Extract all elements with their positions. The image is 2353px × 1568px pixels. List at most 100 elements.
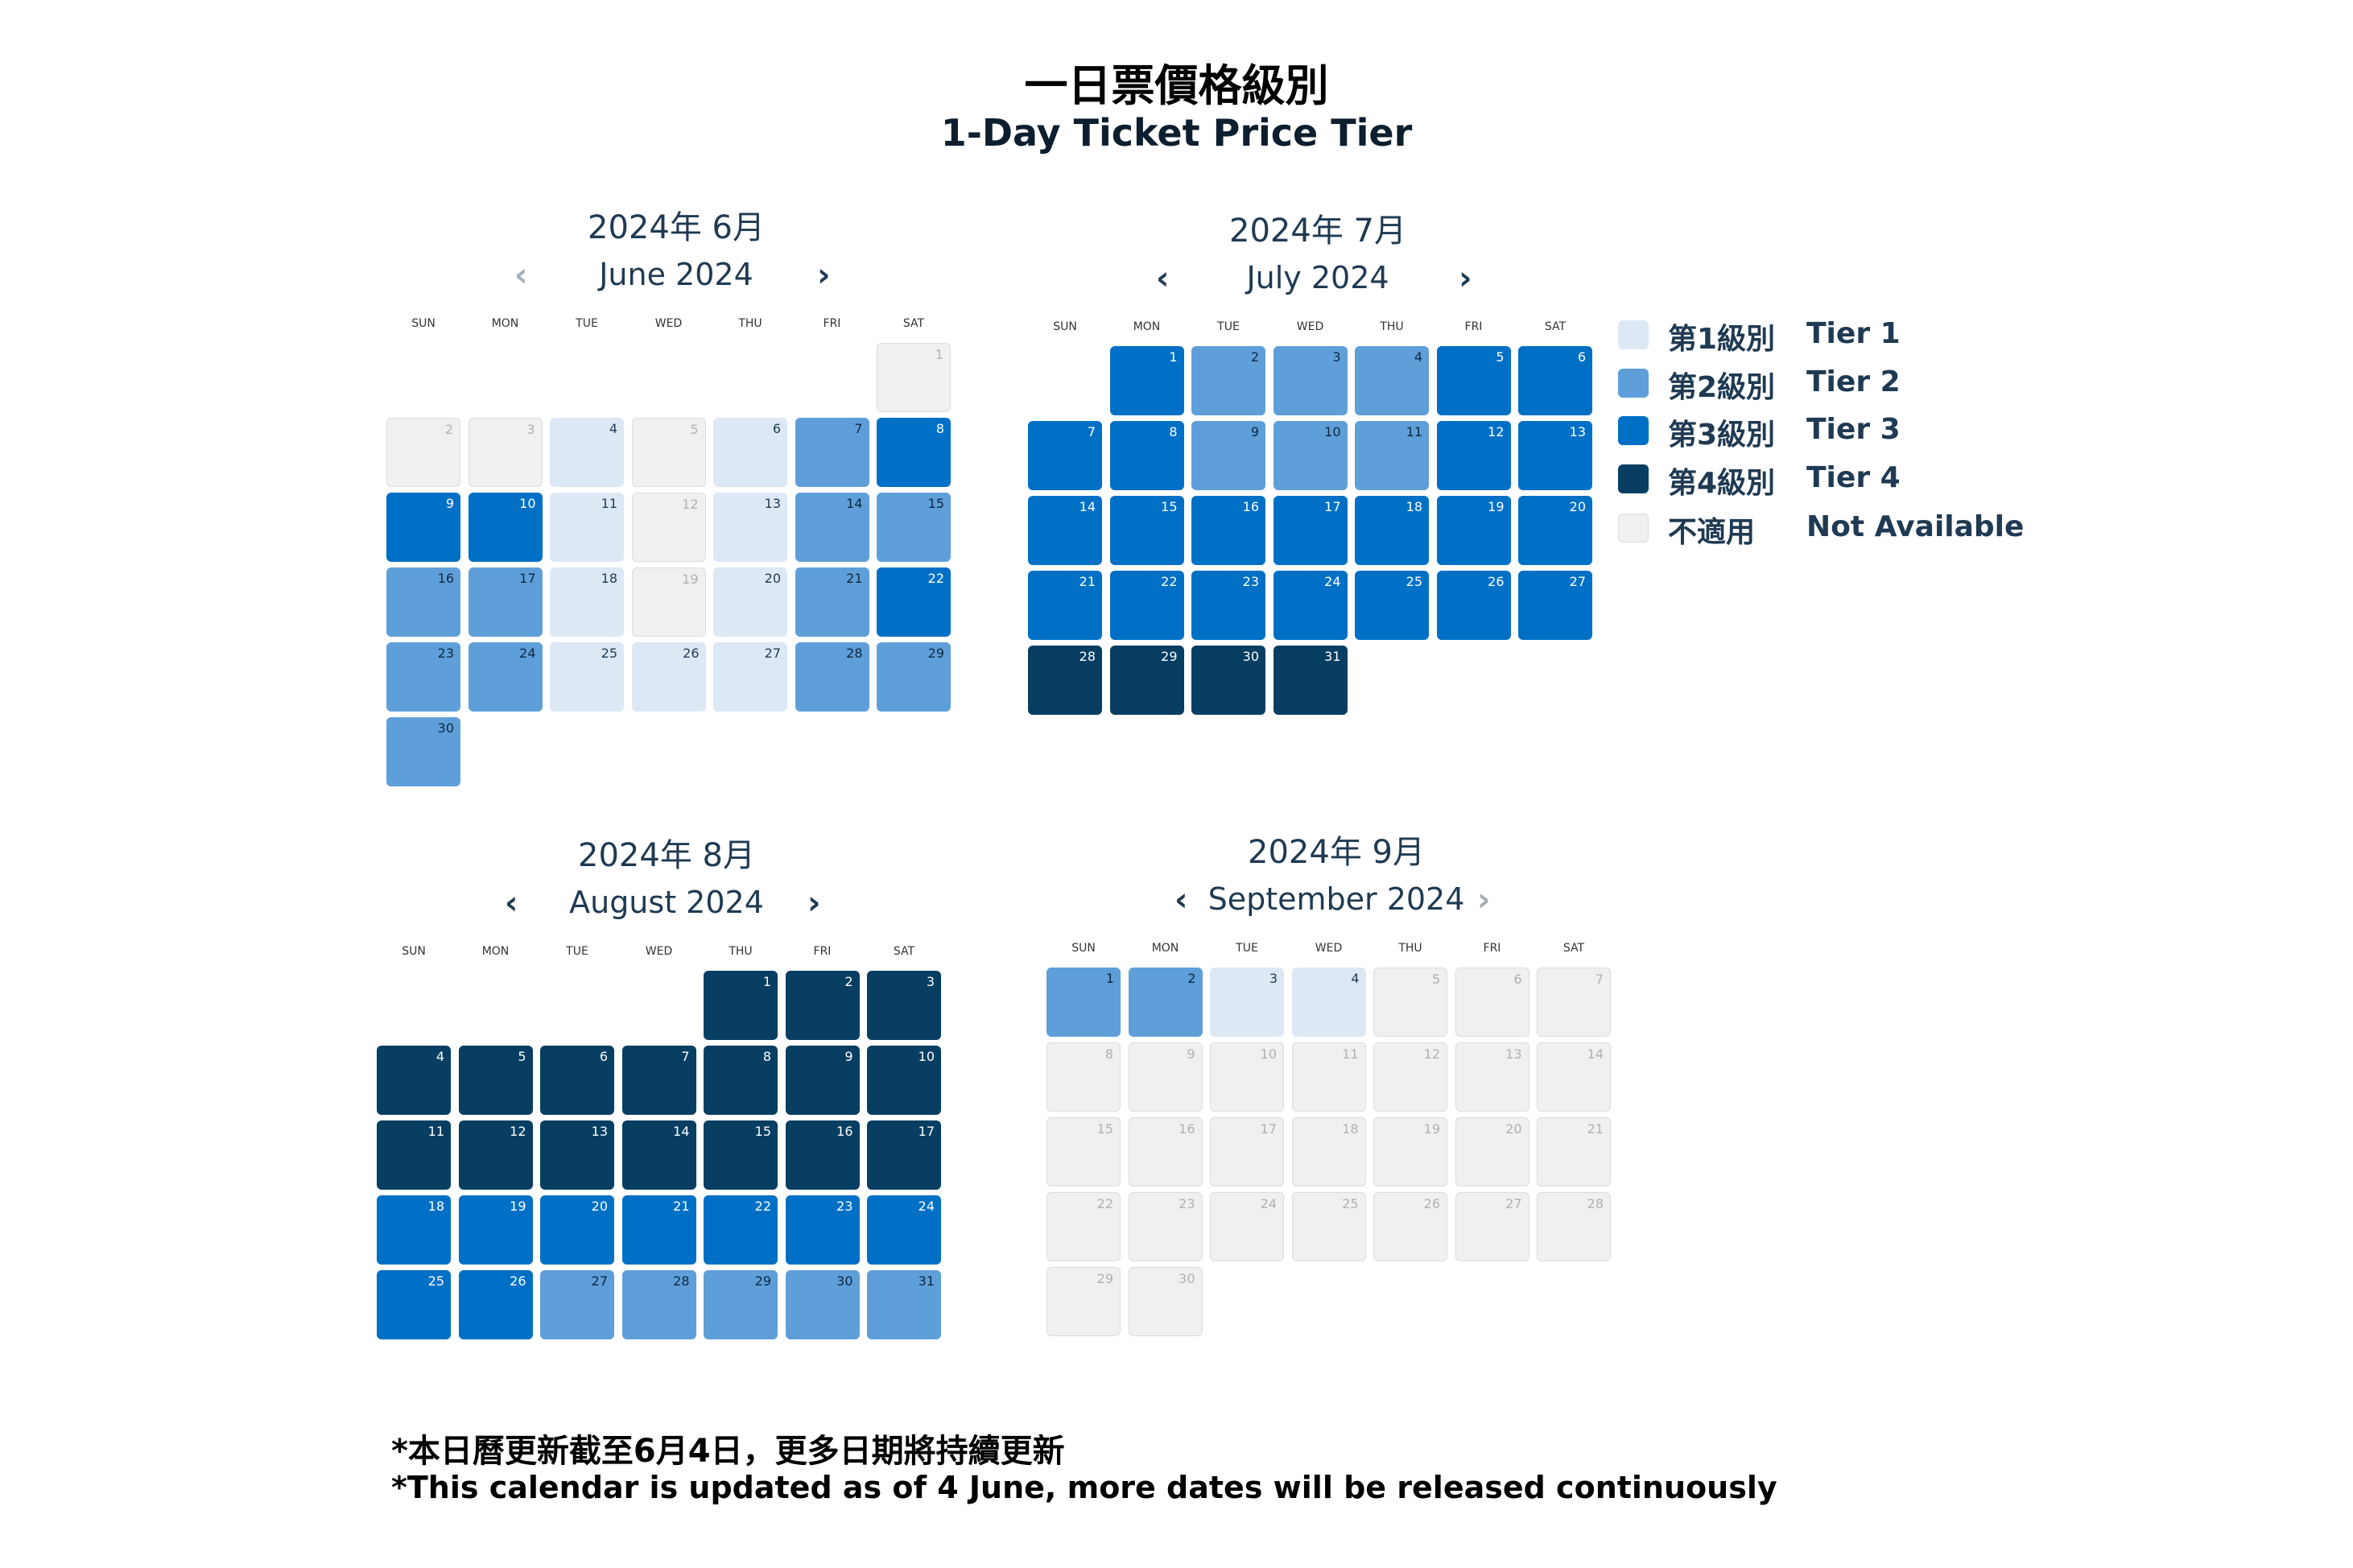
- day-cell[interactable]: 23: [386, 642, 460, 712]
- day-cell[interactable]: 12: [1436, 421, 1511, 490]
- day-cell[interactable]: 15: [877, 493, 951, 562]
- day-cell[interactable]: 28: [795, 642, 869, 712]
- day-cell[interactable]: 12: [458, 1120, 533, 1190]
- day-cell[interactable]: 17: [1273, 496, 1348, 565]
- day-cell[interactable]: 2: [785, 971, 860, 1040]
- day-cell[interactable]: 18: [550, 567, 624, 637]
- day-cell[interactable]: 9: [386, 493, 460, 562]
- day-cell[interactable]: 29: [1109, 646, 1184, 715]
- day-cell[interactable]: 4: [377, 1046, 451, 1115]
- day-cell[interactable]: 21: [795, 567, 869, 637]
- day-number: 28: [1587, 1196, 1604, 1211]
- chevron-right-icon[interactable]: ›: [1459, 260, 1472, 297]
- day-cell[interactable]: 11: [550, 493, 624, 562]
- day-cell[interactable]: 27: [540, 1270, 614, 1339]
- day-cell[interactable]: 1: [1046, 968, 1121, 1037]
- day-cell[interactable]: 17: [468, 567, 543, 637]
- day-cell[interactable]: 20: [713, 567, 787, 637]
- day-cell[interactable]: 27: [713, 642, 787, 712]
- chevron-left-icon[interactable]: ‹: [505, 885, 518, 922]
- day-cell[interactable]: 23: [1191, 571, 1265, 640]
- day-cell[interactable]: 3: [1210, 968, 1284, 1037]
- day-cell[interactable]: 31: [1273, 646, 1348, 715]
- chevron-left-icon[interactable]: ‹: [1156, 260, 1170, 297]
- day-cell[interactable]: 19: [1436, 496, 1511, 565]
- day-cell[interactable]: 14: [795, 493, 869, 562]
- day-cell[interactable]: 10: [468, 493, 543, 562]
- day-cell[interactable]: 30: [785, 1270, 860, 1339]
- day-cell[interactable]: 13: [540, 1120, 614, 1190]
- day-cell[interactable]: 23: [785, 1195, 860, 1265]
- day-cell[interactable]: 25: [377, 1270, 451, 1339]
- day-cell[interactable]: 29: [877, 642, 951, 712]
- chevron-right-icon[interactable]: ›: [1477, 881, 1491, 918]
- day-cell[interactable]: 14: [621, 1120, 696, 1190]
- day-cell[interactable]: 6: [1518, 346, 1592, 415]
- day-cell[interactable]: 18: [1355, 496, 1429, 565]
- day-cell[interactable]: 24: [468, 642, 543, 712]
- day-number: 2: [844, 974, 853, 989]
- day-cell[interactable]: 8: [704, 1046, 778, 1115]
- chevron-left-icon[interactable]: ‹: [1174, 881, 1188, 918]
- day-cell[interactable]: 7: [621, 1046, 696, 1115]
- day-cell[interactable]: 8: [877, 418, 951, 487]
- day-cell[interactable]: 11: [1355, 421, 1429, 490]
- day-cell[interactable]: 1: [704, 971, 778, 1040]
- day-cell[interactable]: 13: [1518, 421, 1592, 490]
- day-cell[interactable]: 22: [1109, 571, 1184, 640]
- day-cell[interactable]: 14: [1028, 496, 1102, 565]
- day-cell[interactable]: 5: [1436, 346, 1511, 415]
- day-cell[interactable]: 18: [377, 1195, 451, 1265]
- chevron-right-icon[interactable]: ›: [807, 885, 821, 922]
- day-cell[interactable]: 22: [877, 567, 951, 637]
- day-cell[interactable]: 9: [785, 1046, 860, 1115]
- day-cell[interactable]: 21: [1028, 571, 1102, 640]
- day-cell[interactable]: 2: [1191, 346, 1265, 415]
- day-cell[interactable]: 20: [540, 1195, 614, 1265]
- day-cell[interactable]: 30: [386, 717, 460, 786]
- day-cell[interactable]: 16: [785, 1120, 860, 1190]
- chevron-left-icon[interactable]: ‹: [514, 257, 528, 294]
- day-cell[interactable]: 29: [704, 1270, 778, 1339]
- day-cell[interactable]: 24: [1273, 571, 1348, 640]
- day-cell[interactable]: 27: [1518, 571, 1592, 640]
- day-cell[interactable]: 9: [1191, 421, 1265, 490]
- day-cell[interactable]: 26: [458, 1270, 533, 1339]
- day-cell[interactable]: 28: [1028, 646, 1102, 715]
- day-cell[interactable]: 20: [1518, 496, 1592, 565]
- day-cell[interactable]: 15: [704, 1120, 778, 1190]
- day-cell[interactable]: 10: [1273, 421, 1348, 490]
- day-cell[interactable]: 3: [867, 971, 941, 1040]
- day-cell[interactable]: 8: [1109, 421, 1184, 490]
- day-cell[interactable]: 4: [1291, 968, 1366, 1037]
- day-cell[interactable]: 5: [458, 1046, 533, 1115]
- day-cell[interactable]: 6: [713, 418, 787, 487]
- day-cell[interactable]: 4: [1355, 346, 1429, 415]
- chevron-right-icon[interactable]: ›: [817, 257, 831, 294]
- day-cell[interactable]: 24: [867, 1195, 941, 1265]
- day-cell[interactable]: 11: [377, 1120, 451, 1190]
- day-cell[interactable]: 25: [1355, 571, 1429, 640]
- day-cell[interactable]: 22: [704, 1195, 778, 1265]
- day-cell[interactable]: 6: [540, 1046, 614, 1115]
- day-cell[interactable]: 7: [795, 418, 869, 487]
- day-cell[interactable]: 28: [621, 1270, 696, 1339]
- day-cell[interactable]: 21: [621, 1195, 696, 1265]
- day-cell[interactable]: 2: [1128, 968, 1203, 1037]
- day-cell[interactable]: 4: [550, 418, 624, 487]
- day-cell[interactable]: 7: [1028, 421, 1102, 490]
- day-cell[interactable]: 25: [550, 642, 624, 712]
- day-cell[interactable]: 17: [867, 1120, 941, 1190]
- day-cell[interactable]: 26: [631, 642, 706, 712]
- day-cell[interactable]: 16: [386, 567, 460, 637]
- day-cell[interactable]: 16: [1191, 496, 1265, 565]
- day-cell[interactable]: 19: [458, 1195, 533, 1265]
- day-cell[interactable]: 1: [1109, 346, 1184, 415]
- day-cell[interactable]: 13: [713, 493, 787, 562]
- day-cell[interactable]: 15: [1109, 496, 1184, 565]
- day-cell[interactable]: 26: [1436, 571, 1511, 640]
- day-cell[interactable]: 10: [867, 1046, 941, 1115]
- day-cell[interactable]: 31: [867, 1270, 941, 1339]
- day-cell[interactable]: 30: [1191, 646, 1265, 715]
- day-cell[interactable]: 3: [1273, 346, 1348, 415]
